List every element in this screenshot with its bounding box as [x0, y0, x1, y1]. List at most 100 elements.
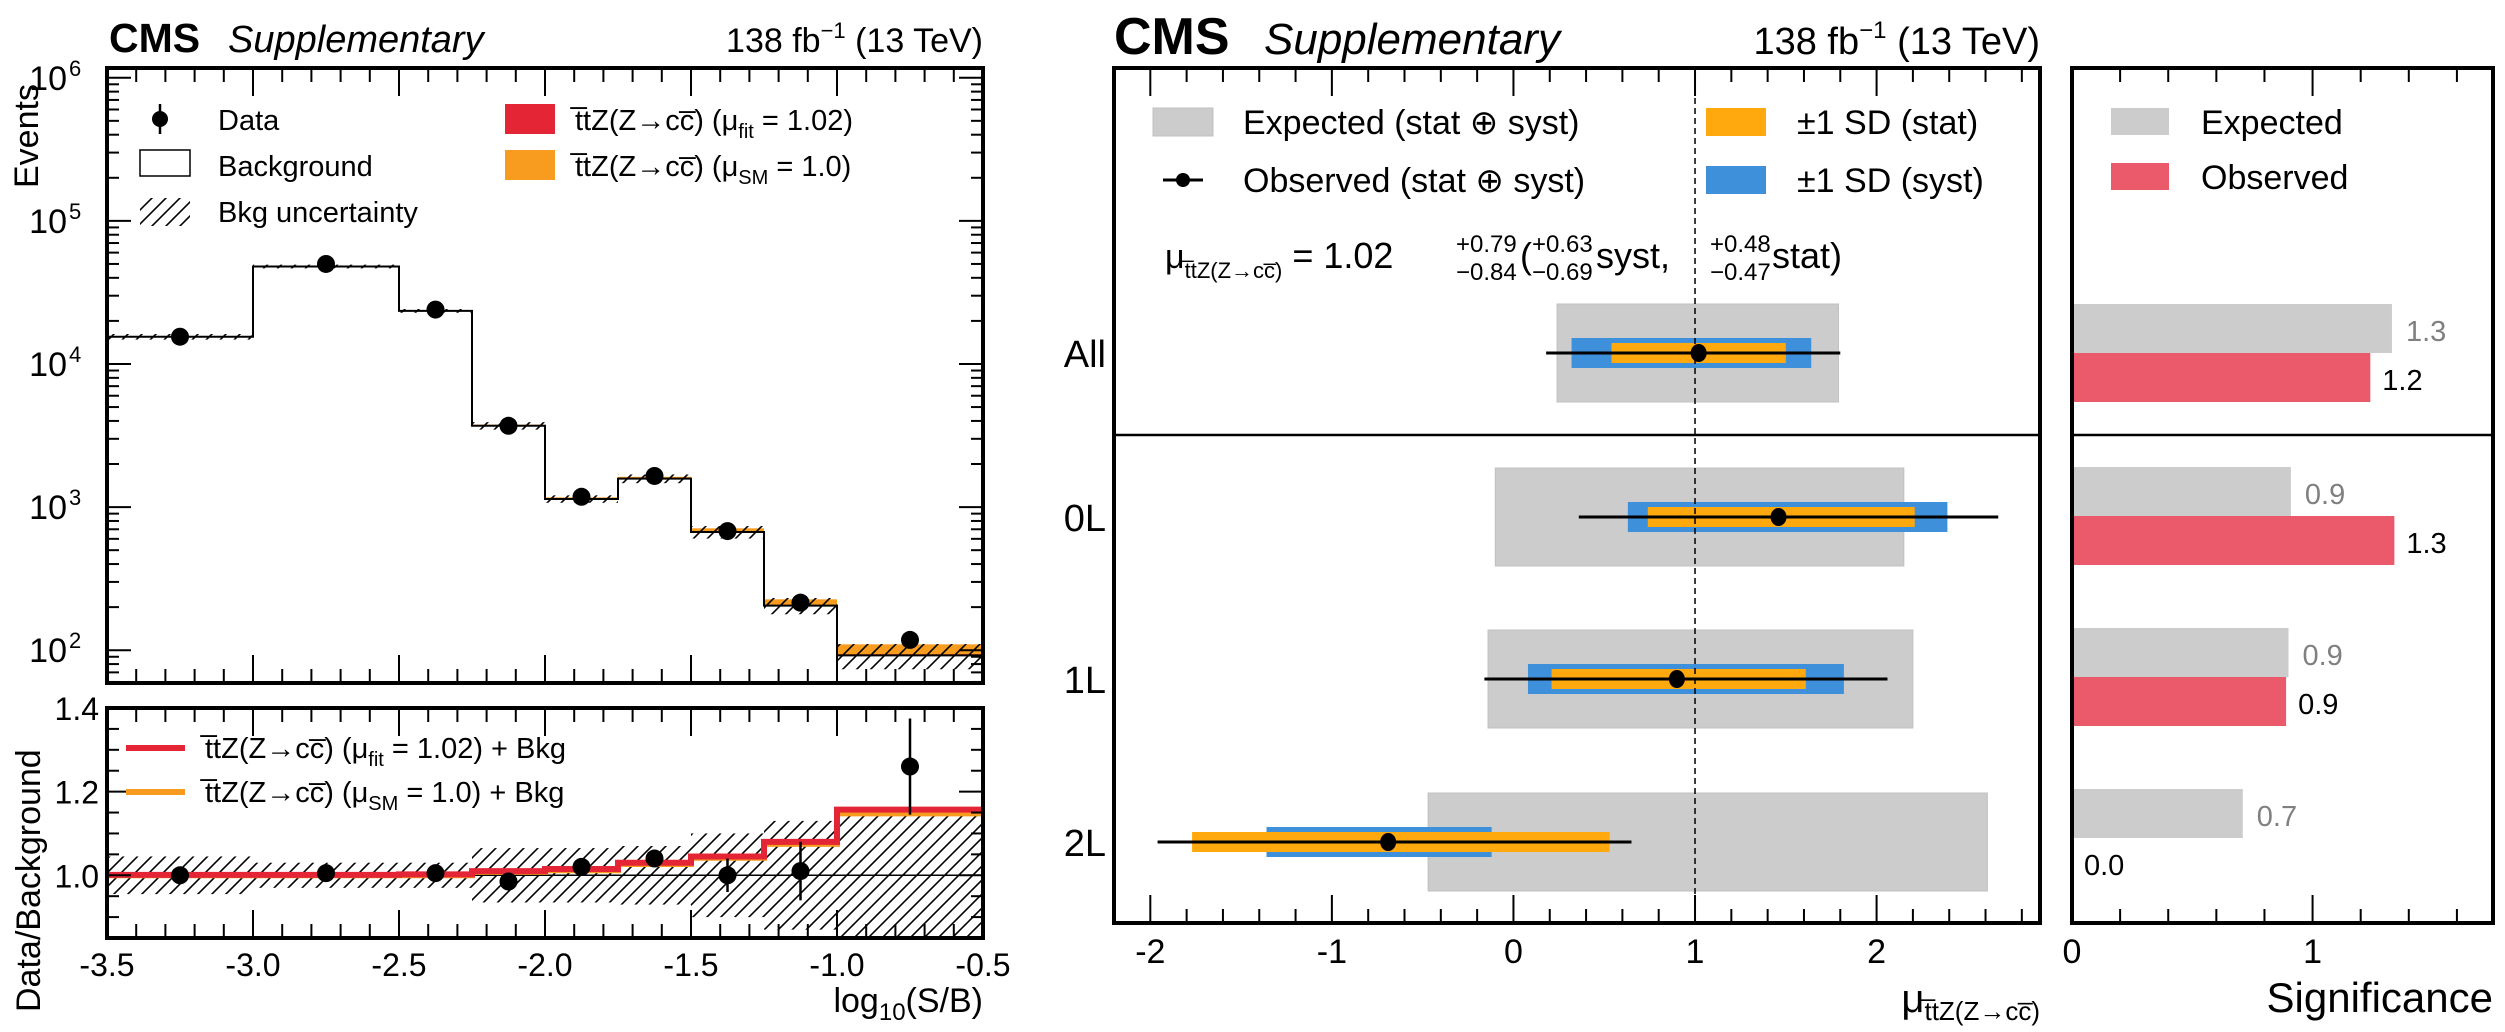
events-ylabel: Events	[8, 84, 46, 188]
significance-xlabel: Significance	[2267, 974, 2493, 1021]
data-point	[645, 466, 664, 485]
expected-bar	[2072, 467, 2291, 516]
expected-value-label: 0.9	[2305, 479, 2345, 511]
ratio-data-point	[572, 857, 591, 876]
stat-down: −0.47	[1710, 259, 1771, 286]
y-tick-label: 10	[29, 60, 67, 98]
expected-value-label: 0.7	[2257, 801, 2297, 833]
sm-legend-marker	[505, 150, 555, 180]
expected-bar	[2072, 628, 2289, 677]
row-label: 0L	[1064, 498, 1106, 540]
observed-point	[1770, 508, 1787, 526]
x-tick-label: -0.5	[955, 947, 1010, 983]
supplementary-label-middle: Supplementary	[1264, 15, 1563, 64]
legend-label: t̅tZ(Z→cc̅) (μSM = 1.0)	[570, 151, 852, 189]
open-paren: (	[1520, 235, 1532, 276]
ratio-ylabel: Data/Background	[10, 749, 48, 1012]
y-tick-exponent: 5	[69, 199, 81, 224]
x-tick-label: -3.5	[79, 947, 134, 983]
y-tick-label: 10	[29, 346, 67, 384]
mu-result-uncertainties: +0.79 −0.84 ( +0.63 −0.69 syst, +0.48 −0…	[1456, 231, 1842, 286]
data-legend-marker	[152, 111, 168, 127]
data-point	[426, 300, 445, 319]
ratio-xlabel: log10(S/B)	[833, 982, 983, 1026]
syst-word: syst,	[1596, 235, 1670, 276]
ratio-data-point	[645, 849, 664, 868]
syst-legend-marker	[1706, 166, 1766, 194]
expected-bar	[2072, 789, 2243, 838]
ratio-data-point	[426, 864, 445, 883]
cms-label: CMS	[109, 15, 200, 61]
observed-value-label: 1.2	[2382, 365, 2422, 397]
left-header: CMS Supplementary 138 fb−1 (13 TeV)	[109, 15, 983, 61]
y-tick-label: 1.2	[55, 775, 99, 811]
x-tick-label: -1.0	[809, 947, 864, 983]
observed-legend-marker	[2111, 163, 2169, 190]
legend-label: Background	[218, 151, 373, 183]
data-point	[572, 487, 591, 506]
data-point	[317, 254, 335, 273]
ratio-data-point	[718, 866, 737, 885]
observed-bar	[2072, 677, 2287, 726]
observed-bar	[2072, 516, 2395, 565]
legend-label: Observed	[2201, 159, 2348, 197]
cms-label-middle: CMS	[1114, 8, 1230, 66]
mu-frame	[1112, 66, 2042, 925]
x-tick-label: -1.5	[663, 947, 718, 983]
observed-value-label: 0.0	[2084, 850, 2124, 882]
supplementary-label: Supplementary	[228, 19, 486, 61]
observed-bar	[2072, 353, 2371, 402]
mu-xlabel: μt̅tZ(Z→cc̅)	[1901, 977, 2040, 1026]
ratio-data-point	[171, 866, 189, 885]
x-tick-label: 1	[2303, 933, 2322, 971]
legend-label: Bkg uncertainty	[218, 197, 418, 229]
ratio-legend: t̅tZ(Z→cc̅) (μfit = 1.02) + Bkg t̅tZ(Z→cc…	[126, 733, 566, 815]
mu-result-text: μt̅tZ(Z→cc̅) = 1.02	[1165, 235, 1393, 283]
expected-bar	[2072, 304, 2392, 353]
significance-legend: Expected Observed	[2111, 104, 2348, 197]
y-tick-label: 1.0	[55, 858, 99, 894]
legend-label: Observed (stat ⊕ syst)	[1243, 162, 1585, 200]
legend-label: t̅tZ(Z→cc̅) (μfit = 1.02)	[570, 105, 853, 143]
data-point	[499, 416, 518, 435]
lumi-label: 138 fb−1 (13 TeV)	[726, 18, 983, 60]
data-point	[718, 522, 737, 541]
total-down: −0.84	[1456, 259, 1517, 286]
y-tick-label: 10	[29, 203, 67, 241]
row-label: 2L	[1064, 823, 1106, 865]
expected-value-label: 0.9	[2303, 640, 2343, 672]
x-tick-label: -2.5	[371, 947, 426, 983]
legend-label: Data	[218, 105, 280, 137]
data-point	[901, 630, 919, 649]
x-tick-label: 2	[1867, 933, 1886, 971]
total-up: +0.79	[1456, 231, 1517, 258]
y-tick-exponent: 3	[69, 485, 81, 510]
stat-word: stat)	[1772, 235, 1842, 276]
syst-down: −0.69	[1532, 259, 1593, 286]
ratio-data-point	[317, 864, 335, 883]
row-label: 1L	[1064, 660, 1106, 702]
x-tick-label: -2	[1135, 933, 1165, 971]
row-label: All	[1064, 334, 1106, 376]
observed-point	[1690, 344, 1707, 362]
observed-point	[1668, 670, 1685, 688]
ratio-panel: 1.0 1.2 1.4 -3.5 -3.0 -2.5 -2.0 -1.5 -1.0 -0.5 Da…	[10, 691, 1011, 1026]
syst-up: +0.63	[1532, 231, 1593, 258]
uncertainty-legend-marker	[140, 198, 190, 226]
mu-legend: Expected (stat ⊕ syst) Observed (stat ⊕ s…	[1152, 104, 1984, 200]
events-legend: Data Background Bkg uncertainty t̅tZ(Z→cc̅)…	[139, 104, 853, 229]
legend-label: ±1 SD (stat)	[1797, 104, 1978, 142]
legend-label: t̅tZ(Z→cc̅) (μSM = 1.0) + Bkg	[200, 777, 565, 815]
y-tick-exponent: 2	[69, 628, 81, 653]
background-histogram	[107, 265, 983, 657]
y-tick-label: 1.4	[55, 691, 99, 727]
observed-point	[1380, 833, 1397, 851]
expected-value-label: 1.3	[2406, 316, 2446, 348]
significance-frame	[2070, 66, 2495, 925]
observed-legend-marker	[1176, 173, 1190, 187]
legend-label: t̅tZ(Z→cc̅) (μfit = 1.02) + Bkg	[200, 733, 566, 771]
legend-label: Expected (stat ⊕ syst)	[1243, 104, 1579, 142]
legend-label: ±1 SD (syst)	[1797, 162, 1984, 200]
y-tick-exponent: 4	[69, 342, 81, 367]
